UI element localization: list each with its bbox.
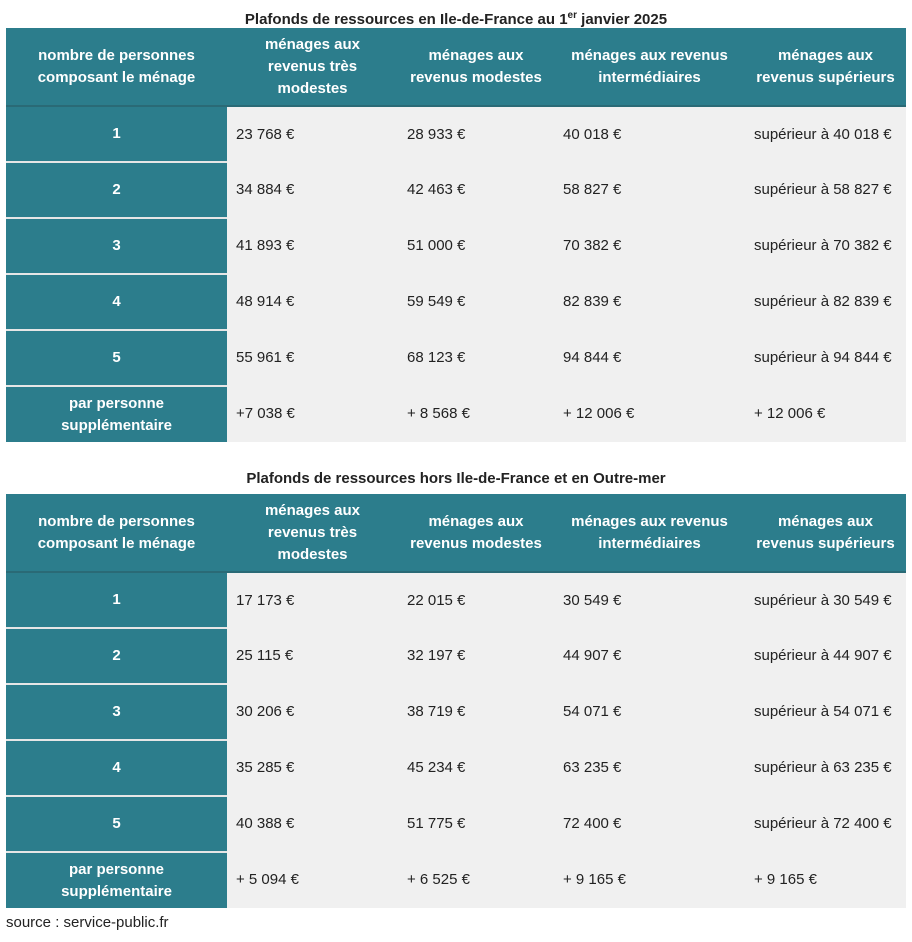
cell-very-modest: 30 206 € xyxy=(227,684,398,740)
table-row: 1 23 768 €28 933 €40 018 € supérieur à 40 … xyxy=(6,106,906,162)
table-row: 2 25 115 €32 197 €44 907 € supérieur à 44 … xyxy=(6,627,906,684)
row-household-size: par personne supplémentaire xyxy=(6,385,227,442)
table-row: 3 41 893 €51 000 €70 382 € supérieur à 70 … xyxy=(6,217,906,274)
row-household-size: 1 xyxy=(6,572,227,628)
row-household-size: 2 xyxy=(6,627,227,684)
cell-modest: 38 719 € xyxy=(398,684,554,740)
table-row: par personne supplémentaire +7 038 € + 8 5… xyxy=(6,385,906,442)
cell-intermediate: 58 827 € xyxy=(554,162,745,218)
cell-modest: 51 000 € xyxy=(398,218,554,274)
cell-higher: supérieur à 82 839 € xyxy=(745,274,906,330)
cell-modest: 28 933 € xyxy=(398,106,554,162)
cell-higher: supérieur à 40 018 € xyxy=(745,106,906,162)
table-row: 5 40 388 €51 775 €72 400 € supérieur à 72 … xyxy=(6,795,906,852)
cell-modest: 32 197 € xyxy=(398,628,554,684)
row-household-size: 4 xyxy=(6,273,227,330)
cell-intermediate: 54 071 € xyxy=(554,684,745,740)
cell-very-modest: 35 285 € xyxy=(227,740,398,796)
header-very-modest: ménages aux revenus très modestes xyxy=(227,494,398,573)
cell-higher: + 12 006 € xyxy=(745,386,906,442)
cell-intermediate: 40 018 € xyxy=(554,106,745,162)
cell-intermediate: 72 400 € xyxy=(554,796,745,852)
table-row: 1 17 173 €22 015 €30 549 € supérieur à 30 … xyxy=(6,572,906,628)
header-very-modest: ménages aux revenus très modestes xyxy=(227,28,398,107)
cell-modest: + 8 568 € xyxy=(398,386,554,442)
table2-title: Plafonds de ressources hors Ile-de-Franc… xyxy=(246,470,666,487)
cell-intermediate: 30 549 € xyxy=(554,572,745,628)
row-household-size: 1 xyxy=(6,106,227,162)
cell-very-modest: 34 884 € xyxy=(227,162,398,218)
row-household-size: 5 xyxy=(6,795,227,852)
cell-intermediate: 94 844 € xyxy=(554,330,745,386)
cell-very-modest: 23 768 € xyxy=(227,106,398,162)
cell-higher: supérieur à 44 907 € xyxy=(745,628,906,684)
header-higher: ménages aux revenus supérieurs xyxy=(745,28,906,107)
cell-modest: 45 234 € xyxy=(398,740,554,796)
cell-very-modest: 25 115 € xyxy=(227,628,398,684)
cell-intermediate: + 9 165 € xyxy=(554,852,745,908)
table1-header-row: nombre de personnes composant le ménage … xyxy=(6,28,906,107)
header-intermediate: ménages aux revenus intermédiaires xyxy=(554,28,745,107)
cell-very-modest: 17 173 € xyxy=(227,572,398,628)
cell-very-modest: + 5 094 € xyxy=(227,852,398,908)
table-row: 2 34 884 €42 463 €58 827 € supérieur à 58 … xyxy=(6,161,906,218)
cell-higher: + 9 165 € xyxy=(745,852,906,908)
cell-higher: supérieur à 58 827 € xyxy=(745,162,906,218)
source-note: source : service-public.fr xyxy=(6,914,169,931)
cell-intermediate: + 12 006 € xyxy=(554,386,745,442)
row-household-size: 5 xyxy=(6,329,227,386)
table2-header-row: nombre de personnes composant le ménage … xyxy=(6,494,906,573)
table-row: 4 35 285 €45 234 €63 235 € supérieur à 63 … xyxy=(6,739,906,796)
cell-modest: 22 015 € xyxy=(398,572,554,628)
cell-very-modest: +7 038 € xyxy=(227,386,398,442)
row-household-size: 3 xyxy=(6,683,227,740)
cell-very-modest: 41 893 € xyxy=(227,218,398,274)
cell-higher: supérieur à 63 235 € xyxy=(745,740,906,796)
cell-very-modest: 48 914 € xyxy=(227,274,398,330)
cell-higher: supérieur à 30 549 € xyxy=(745,572,906,628)
table-row: 5 55 961 €68 123 €94 844 € supérieur à 94 … xyxy=(6,329,906,386)
table-row: 3 30 206 €38 719 €54 071 € supérieur à 54 … xyxy=(6,683,906,740)
header-modest: ménages aux revenus modestes xyxy=(398,494,554,573)
header-higher: ménages aux revenus supérieurs xyxy=(745,494,906,573)
cell-very-modest: 55 961 € xyxy=(227,330,398,386)
cell-higher: supérieur à 72 400 € xyxy=(745,796,906,852)
cell-higher: supérieur à 70 382 € xyxy=(745,218,906,274)
cell-intermediate: 44 907 € xyxy=(554,628,745,684)
cell-modest: 68 123 € xyxy=(398,330,554,386)
cell-intermediate: 82 839 € xyxy=(554,274,745,330)
cell-modest: 51 775 € xyxy=(398,796,554,852)
cell-modest: 42 463 € xyxy=(398,162,554,218)
cell-intermediate: 70 382 € xyxy=(554,218,745,274)
header-modest: ménages aux revenus modestes xyxy=(398,28,554,107)
cell-modest: + 6 525 € xyxy=(398,852,554,908)
header-household-size: nombre de personnes composant le ménage xyxy=(6,28,227,107)
table1-ile-de-france: nombre de personnes composant le ménage … xyxy=(6,28,906,442)
row-household-size: 2 xyxy=(6,161,227,218)
table1-title: Plafonds de ressources en Ile-de-France … xyxy=(244,10,668,28)
row-household-size: 3 xyxy=(6,217,227,274)
table-row: 4 48 914 €59 549 €82 839 € supérieur à 82 … xyxy=(6,273,906,330)
row-household-size: par personne supplémentaire xyxy=(6,851,227,908)
cell-intermediate: 63 235 € xyxy=(554,740,745,796)
cell-very-modest: 40 388 € xyxy=(227,796,398,852)
cell-higher: supérieur à 94 844 € xyxy=(745,330,906,386)
cell-modest: 59 549 € xyxy=(398,274,554,330)
table2-hors-ile-de-france: nombre de personnes composant le ménage … xyxy=(6,494,906,908)
cell-higher: supérieur à 54 071 € xyxy=(745,684,906,740)
row-household-size: 4 xyxy=(6,739,227,796)
header-intermediate: ménages aux revenus intermédiaires xyxy=(554,494,745,573)
table-row: par personne supplémentaire + 5 094 € + 6 … xyxy=(6,851,906,908)
header-household-size: nombre de personnes composant le ménage xyxy=(6,494,227,573)
